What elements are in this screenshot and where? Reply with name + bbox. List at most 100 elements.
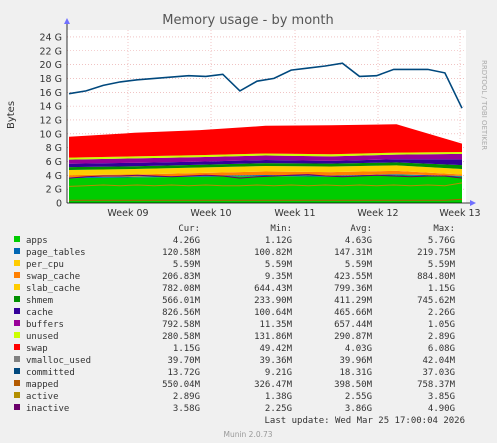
legend-min-value: 5.59M [265, 260, 293, 270]
legend-max-value: 884.80M [417, 272, 456, 282]
legend-swatch-unused [14, 332, 20, 338]
legend-name: inactive [26, 404, 69, 414]
legend-max-value: 3.85G [428, 392, 455, 402]
legend-cur-value: 3.58G [173, 404, 200, 414]
legend-max-value: 5.59M [428, 260, 456, 270]
legend-min-value: 9.21G [265, 368, 292, 378]
x-tick-labels: Week 09 Week 10 Week 11 Week 12 Week 13 [107, 208, 480, 219]
legend-avg-value: 39.96M [339, 356, 372, 366]
legend-swatch-mapped [14, 380, 20, 386]
legend-min-value: 131.86M [254, 332, 293, 342]
line-inactive [68, 174, 463, 179]
y-tick-label: 24 G [40, 32, 62, 43]
y-tick-label: 18 G [40, 74, 62, 85]
y-tick-label: 14 G [40, 102, 62, 113]
legend-swatch-inactive [14, 404, 20, 410]
legend-swatch-active [14, 392, 20, 398]
legend-cur-value: 550.04M [162, 380, 201, 390]
legend-swatch-swap [14, 344, 20, 350]
legend-swatch-vmalloc-used [14, 356, 20, 362]
legend-swatch-per-cpu [14, 260, 20, 266]
line-committed [68, 62, 463, 109]
legend-name: swap_cache [26, 272, 80, 282]
legend-max-value: 219.75M [417, 248, 456, 258]
area-slab-cache [69, 165, 462, 176]
legend-min-value: 1.38G [265, 392, 292, 402]
y-tick-label: 20 G [40, 60, 62, 71]
x-tick-label: Week 09 [107, 208, 148, 219]
legend-avg-value: 3.86G [345, 404, 372, 414]
legend-max-value: 6.08G [428, 344, 455, 354]
legend-cur-value: 39.70M [167, 356, 200, 366]
x-tick-label: Week 13 [439, 208, 480, 219]
line-active [68, 182, 463, 187]
legend-min-value: 39.36M [259, 356, 292, 366]
legend-name: unused [26, 332, 59, 342]
legend-max-value: 1.05G [428, 320, 455, 330]
legend-name: page_tables [26, 248, 86, 258]
legend-avg-value: 4.63G [345, 236, 372, 246]
legend-min-value: 11.35M [259, 320, 292, 330]
legend-avg-value: 398.50M [334, 380, 373, 390]
y-axis-arrow [64, 18, 70, 24]
legend-header: Max: [433, 224, 455, 234]
legend-header: Min: [270, 224, 292, 234]
y-axis-label: Bytes [6, 101, 17, 129]
legend-name: committed [26, 368, 75, 378]
legend-swatch-slab-cache [14, 284, 20, 290]
area-unused [69, 151, 462, 160]
legend-min-value: 2.25G [265, 404, 292, 414]
legend-avg-value: 2.55G [345, 392, 372, 402]
legend-max-value: 37.03G [422, 368, 455, 378]
legend-swatch-page-tables [14, 248, 20, 254]
legend-max-value: 42.04M [422, 356, 455, 366]
rrdtool-credit: RRDTOOL / TOBI OETIKER [480, 60, 488, 150]
legend-max-value: 5.76G [428, 236, 455, 246]
legend-name: per_cpu [26, 260, 64, 270]
overlay-lines [68, 62, 463, 201]
legend-name: cache [26, 308, 53, 318]
area-shmem [69, 162, 462, 170]
axes [64, 18, 476, 206]
legend-name: active [26, 392, 59, 402]
legend-name: shmem [26, 296, 53, 306]
stacked-areas [69, 124, 462, 203]
x-tick-label: Week 11 [274, 208, 315, 219]
y-tick-label: 6 G [46, 157, 62, 168]
legend-min-value: 100.64M [254, 308, 293, 318]
legend-avg-value: 423.55M [334, 272, 373, 282]
legend-cur-value: 280.58M [162, 332, 201, 342]
legend-cur-value: 120.58M [162, 248, 201, 258]
area-swap-cache [69, 170, 462, 178]
y-tick-labels: 0 2 G 4 G 6 G 8 G 10 G 12 G 14 G 16 G 18 G 20 G 22 … [40, 32, 62, 209]
legend-avg-value: 4.03G [345, 344, 372, 354]
legend-avg-value: 657.44M [334, 320, 373, 330]
legend-max-value: 2.89G [428, 332, 455, 342]
legend-cur-value: 782.08M [162, 284, 201, 294]
legend-min-value: 644.43M [254, 284, 293, 294]
area-apps [69, 175, 462, 203]
legend-avg-value: 5.59M [345, 260, 373, 270]
legend: Cur: Min: Avg: Max: apps 4.26G 1.12G 4.63G 5.76G… [14, 224, 456, 414]
legend-swatch-committed [14, 368, 20, 374]
chart-title: Memory usage - by month [162, 13, 333, 28]
legend-swatch-shmem [14, 296, 20, 302]
legend-cur-value: 4.26G [173, 236, 200, 246]
legend-cur-value: 826.56M [162, 308, 201, 318]
x-axis-arrow [470, 200, 476, 206]
legend-avg-value: 290.87M [334, 332, 373, 342]
legend-name: apps [26, 236, 48, 246]
legend-max-value: 2.26G [428, 308, 455, 318]
legend-avg-value: 465.66M [334, 308, 373, 318]
legend-min-value: 1.12G [265, 236, 292, 246]
legend-avg-value: 18.31G [339, 368, 372, 378]
legend-cur-value: 5.59M [173, 260, 201, 270]
x-tick-label: Week 12 [357, 208, 398, 219]
legend-min-value: 9.35M [265, 272, 293, 282]
last-update: Last update: Wed Mar 25 17:00:04 2026 [265, 416, 465, 426]
legend-max-value: 745.62M [417, 296, 456, 306]
munin-version: Munin 2.0.73 [223, 430, 272, 439]
y-tick-label: 22 G [40, 46, 62, 57]
legend-swatch-cache [14, 308, 20, 314]
